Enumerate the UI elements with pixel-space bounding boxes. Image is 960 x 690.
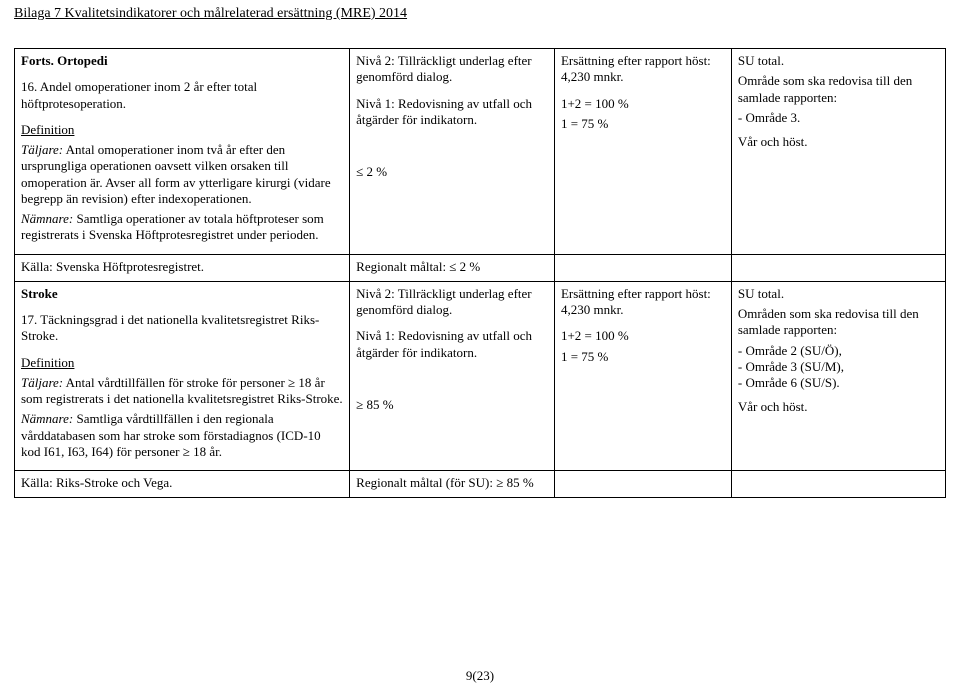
section-heading: Stroke [21,286,343,302]
taljare-label: Täljare: [21,375,63,390]
list-item: Område 6 (SU/S). [738,375,939,391]
cell-source: Källa: Svenska Höftprotesregistret. [15,254,350,281]
table-row: Källa: Svenska Höftprotesregistret. Regi… [15,254,946,281]
namnare: Nämnare: Samtliga vårdtillfällen i den r… [21,411,343,460]
taljare-text: Antal omoperationer inom två år efter de… [21,142,331,206]
main-content: Forts. Ortopedi 16. Andel omoperationer … [0,24,960,498]
taljare-label: Täljare: [21,142,63,157]
indicator-table: Forts. Ortopedi 16. Andel omoperationer … [14,48,946,498]
percent-line-2: 1 = 75 % [561,116,725,132]
definition-label: Definition [21,122,343,138]
cell-description: Stroke 17. Täckningsgrad i det nationell… [15,281,350,470]
namnare-label: Nämnare: [21,411,73,426]
cell-source: Källa: Riks-Stroke och Vega. [15,471,350,498]
page-footer: 9(23) [0,668,960,684]
area-intro: Områden som ska redovisa till den samlad… [738,306,939,339]
season: Vår och höst. [738,399,939,415]
cell-description: Forts. Ortopedi 16. Andel omoperationer … [15,49,350,255]
percent-line-1: 1+2 = 100 % [561,96,725,112]
cell-compensation: Ersättning efter rapport höst: 4,230 mnk… [554,281,731,470]
namnare: Nämnare: Samtliga operationer av totala … [21,211,343,244]
area-list: Område 2 (SU/Ö), Område 3 (SU/M), Område… [738,343,939,392]
percent-line-1: 1+2 = 100 % [561,328,725,344]
compensation-amount: Ersättning efter rapport höst: 4,230 mnk… [561,53,725,86]
cell-levels: Nivå 2: Tillräckligt underlag efter geno… [350,49,555,255]
cell-levels: Nivå 2: Tillräckligt underlag efter geno… [350,281,555,470]
page-header: Bilaga 7 Kvalitetsindikatorer och målrel… [0,0,960,24]
level-1: Nivå 1: Redovisning av utfall och åtgärd… [356,328,548,361]
table-row: Källa: Riks-Stroke och Vega. Regionalt m… [15,471,946,498]
cell-empty [731,254,945,281]
season: Vår och höst. [738,134,939,150]
level-2: Nivå 2: Tillräckligt underlag efter geno… [356,286,548,319]
indicator-title: 16. Andel omoperationer inom 2 år efter … [21,79,343,112]
cell-area: SU total. Område som ska redovisa till d… [731,49,945,255]
namnare-label: Nämnare: [21,211,73,226]
taljare-text: Antal vårdtillfällen för stroke för pers… [21,375,343,406]
cell-compensation: Ersättning efter rapport höst: 4,230 mnk… [554,49,731,255]
level-2: Nivå 2: Tillräckligt underlag efter geno… [356,53,548,86]
threshold: ≤ 2 % [356,164,548,180]
cell-regional-target: Regionalt måltal (för SU): ≥ 85 % [350,471,555,498]
list-item: Område 3. [738,110,939,126]
list-item: Område 3 (SU/M), [738,359,939,375]
su-total: SU total. [738,53,939,69]
indicator-title: 17. Täckningsgrad i det nationella kvali… [21,312,343,345]
table-row: Forts. Ortopedi 16. Andel omoperationer … [15,49,946,255]
threshold: ≥ 85 % [356,397,548,413]
cell-empty [731,471,945,498]
area-intro: Område som ska redovisa till den samlade… [738,73,939,106]
taljare: Täljare: Antal omoperationer inom två år… [21,142,343,207]
table-row: Stroke 17. Täckningsgrad i det nationell… [15,281,946,470]
compensation-amount: Ersättning efter rapport höst: 4,230 mnk… [561,286,725,319]
cell-regional-target: Regionalt måltal: ≤ 2 % [350,254,555,281]
su-total: SU total. [738,286,939,302]
area-list: Område 3. [738,110,939,126]
cell-empty [554,254,731,281]
list-item: Område 2 (SU/Ö), [738,343,939,359]
cell-area: SU total. Områden som ska redovisa till … [731,281,945,470]
percent-line-2: 1 = 75 % [561,349,725,365]
definition-label: Definition [21,355,343,371]
level-1: Nivå 1: Redovisning av utfall och åtgärd… [356,96,548,129]
section-heading: Forts. Ortopedi [21,53,343,69]
cell-empty [554,471,731,498]
taljare: Täljare: Antal vårdtillfällen för stroke… [21,375,343,408]
